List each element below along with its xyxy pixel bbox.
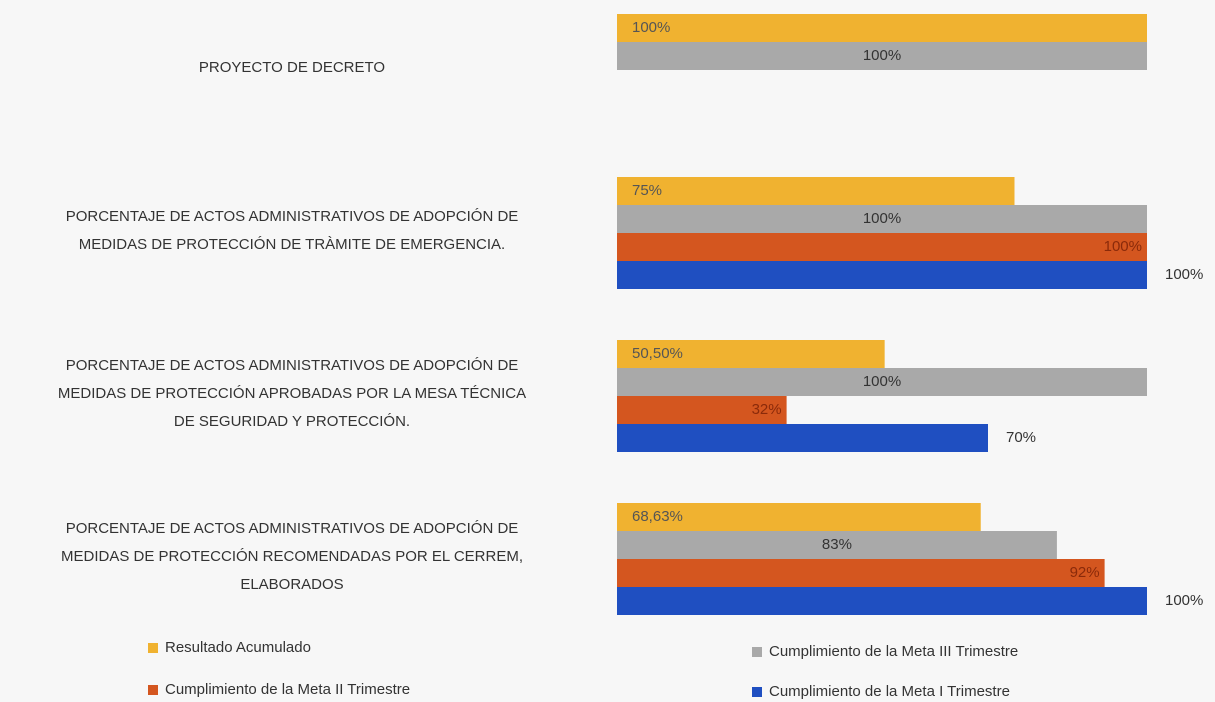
bar xyxy=(617,14,1147,42)
data-label: 70% xyxy=(1006,429,1036,446)
data-label: 92% xyxy=(1070,564,1100,581)
bar xyxy=(617,340,885,368)
bar xyxy=(617,42,1147,70)
bar xyxy=(617,261,1147,289)
legend-swatch xyxy=(752,647,762,657)
bar xyxy=(617,503,981,531)
category-label: PORCENTAJE DE ACTOS ADMINISTRATIVOS DE A… xyxy=(65,208,519,253)
data-label: 100% xyxy=(632,19,670,36)
legend-label: Cumplimiento de la Meta II Trimestre xyxy=(165,681,410,698)
bar xyxy=(617,205,1147,233)
category-label: PROYECTO DE DECRETO xyxy=(198,59,386,76)
bar xyxy=(617,233,1147,261)
data-label: 100% xyxy=(863,47,901,64)
data-label: 100% xyxy=(863,373,901,390)
legend-label: Resultado Acumulado xyxy=(165,639,311,656)
data-label: 32% xyxy=(752,401,782,418)
category-label: PORCENTAJE DE ACTOS ADMINISTRATIVOS DE A… xyxy=(60,520,523,593)
data-label: 83% xyxy=(822,536,852,553)
data-label: 75% xyxy=(632,182,662,199)
data-label: 68,63% xyxy=(632,508,683,525)
legend-swatch xyxy=(752,687,762,697)
data-label: 100% xyxy=(863,210,901,227)
data-label: 100% xyxy=(1165,266,1203,283)
bar xyxy=(617,177,1015,205)
bar xyxy=(617,559,1105,587)
legend-label: Cumplimiento de la Meta III Trimestre xyxy=(769,643,1018,660)
data-label: 100% xyxy=(1165,592,1203,609)
bar xyxy=(617,424,988,452)
data-label: 100% xyxy=(1104,238,1142,255)
bar xyxy=(617,531,1057,559)
legend-label: Cumplimiento de la Meta I Trimestre xyxy=(769,683,1010,700)
legend-swatch xyxy=(148,685,158,695)
data-label: 50,50% xyxy=(632,345,683,362)
bar xyxy=(617,368,1147,396)
category-label: PORCENTAJE DE ACTOS ADMINISTRATIVOS DE A… xyxy=(57,357,527,430)
bar xyxy=(617,587,1147,615)
legend-swatch xyxy=(148,643,158,653)
bar xyxy=(617,396,787,424)
